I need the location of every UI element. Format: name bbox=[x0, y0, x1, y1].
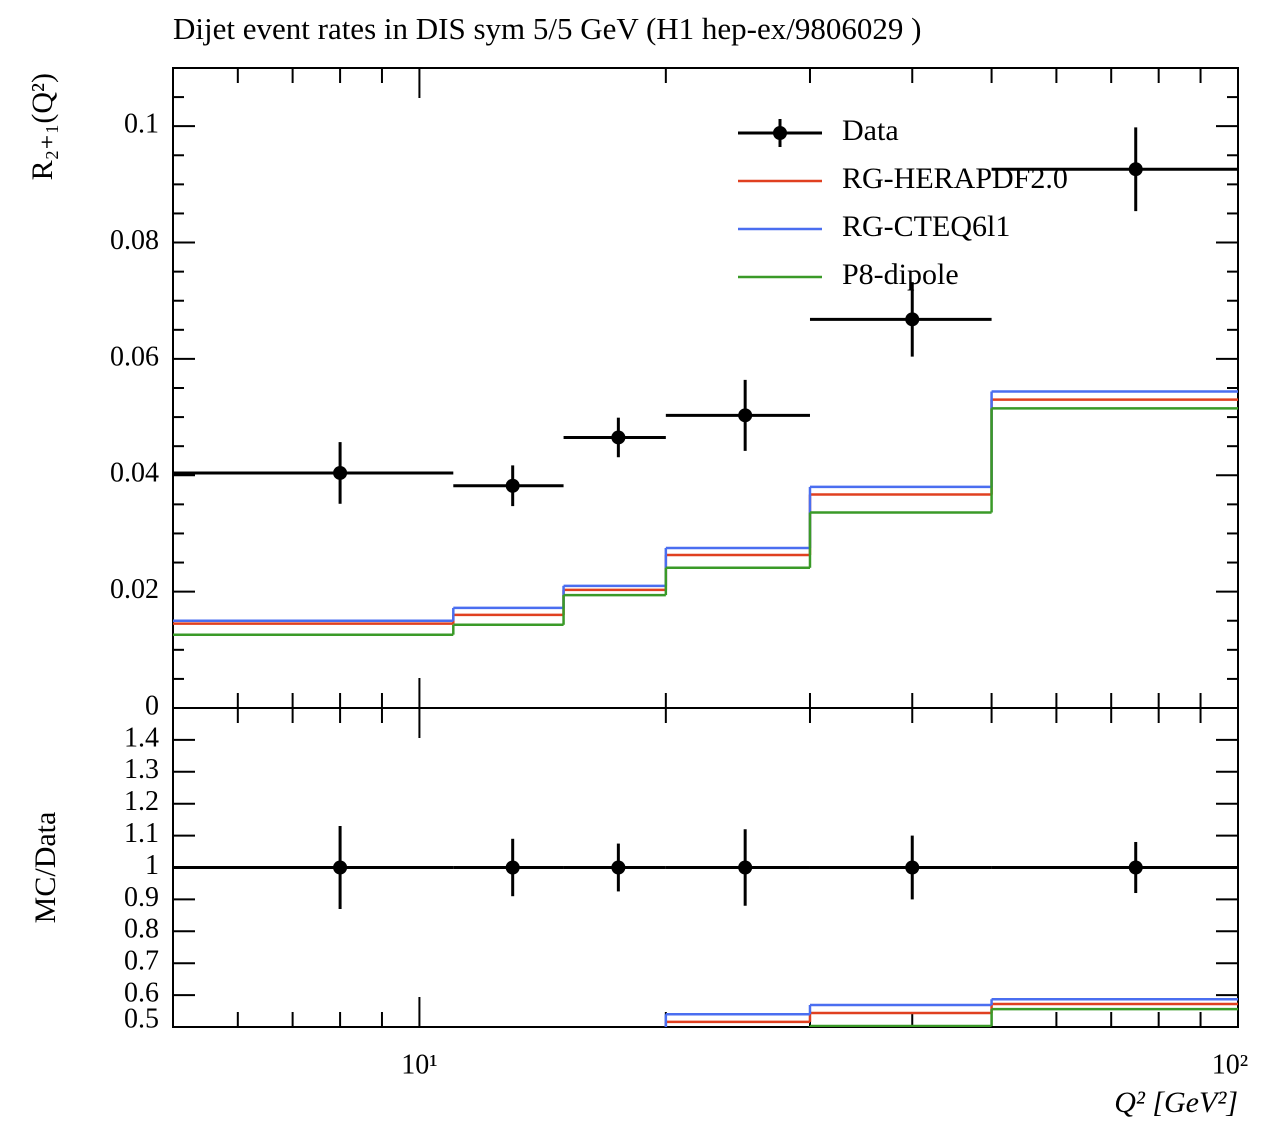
y-tick-label: 0.06 bbox=[110, 341, 159, 372]
legend-marker bbox=[773, 126, 787, 140]
y-tick-label: 0.04 bbox=[110, 458, 159, 489]
y-tick-label: 0.08 bbox=[110, 225, 159, 256]
plot-area bbox=[173, 127, 1238, 636]
data-point bbox=[905, 312, 920, 327]
data-point bbox=[505, 860, 520, 875]
legend-label: Data bbox=[842, 114, 899, 147]
y-tick-label: 0.02 bbox=[110, 574, 159, 605]
y-tick-label: 0.6 bbox=[124, 978, 159, 1009]
y-axis-label: R₂₊₁(Q²) bbox=[26, 73, 59, 180]
data-point bbox=[1128, 860, 1143, 875]
plot-area bbox=[173, 826, 1238, 1027]
legend-label: P8-dipole bbox=[842, 258, 959, 291]
data-point bbox=[333, 860, 348, 875]
y-tick-label: 1.2 bbox=[124, 786, 159, 817]
x-axis-label: Q² [GeV²] bbox=[1114, 1086, 1238, 1119]
y-tick-label: 0.8 bbox=[124, 914, 159, 945]
y-tick-label: 1 bbox=[145, 850, 159, 881]
data-point bbox=[738, 408, 753, 423]
legend-label: RG-CTEQ6l1 bbox=[842, 210, 1010, 243]
legend-label: RG-HERAPDF2.0 bbox=[842, 162, 1068, 195]
y-tick-label: 0.5 bbox=[124, 1003, 159, 1034]
data-point bbox=[1128, 162, 1143, 177]
chart-title: Dijet event rates in DIS sym 5/5 GeV (H1… bbox=[173, 11, 921, 46]
data-point bbox=[611, 860, 626, 875]
y-tick-label: 0.1 bbox=[124, 109, 159, 140]
x-tick-label: 10² bbox=[1212, 1049, 1248, 1080]
y-tick-label: 1.1 bbox=[124, 818, 159, 849]
y-axis-label: MC/Data bbox=[29, 812, 62, 924]
y-tick-label: 0.7 bbox=[124, 946, 159, 977]
data-point bbox=[505, 478, 520, 493]
data-point bbox=[738, 860, 753, 875]
y-tick-label: 1.3 bbox=[124, 754, 159, 785]
y-tick-label: 1.4 bbox=[124, 722, 159, 753]
y-tick-label: 0.9 bbox=[124, 882, 159, 913]
data-point bbox=[905, 860, 920, 875]
data-point bbox=[333, 465, 348, 480]
y-tick-label: 0 bbox=[145, 690, 159, 721]
x-tick-label: 10¹ bbox=[401, 1049, 437, 1080]
plot-frame bbox=[172, 67, 1239, 709]
data-point bbox=[611, 430, 626, 445]
